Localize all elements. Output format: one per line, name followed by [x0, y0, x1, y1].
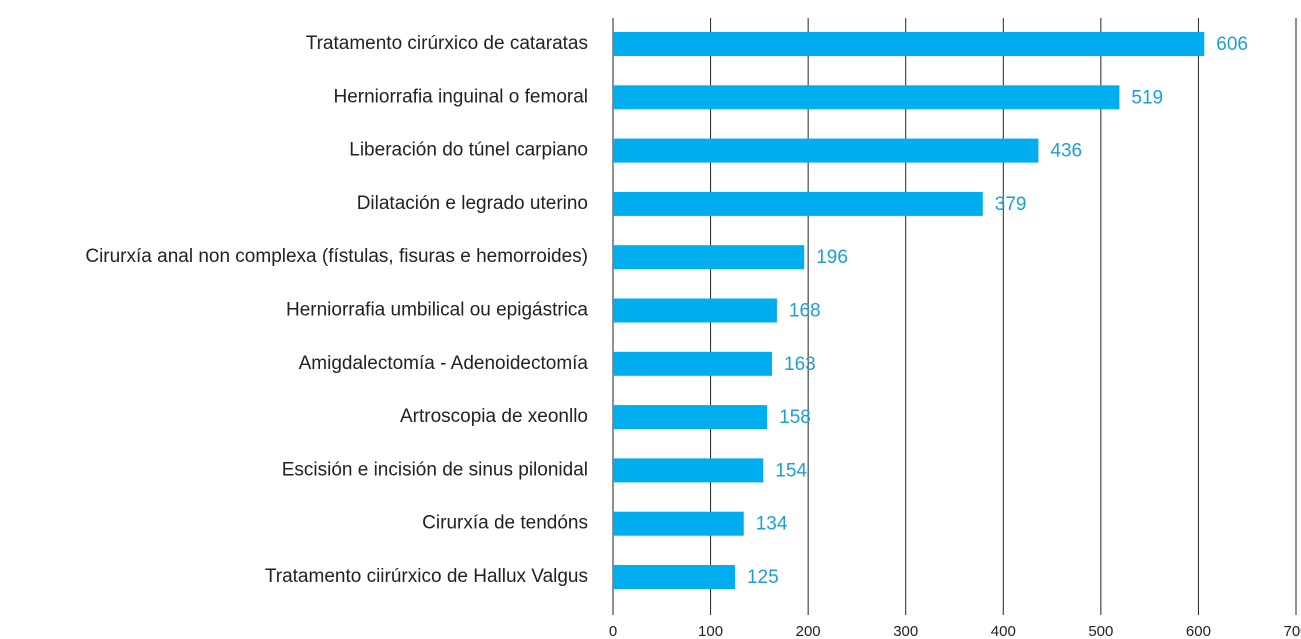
bar — [613, 85, 1120, 110]
y-tick-label: Artroscopia de xeonllo — [400, 406, 588, 427]
y-tick-label: Tratamento cirúrxico de cataratas — [306, 33, 588, 54]
value-label: 606 — [1216, 34, 1248, 55]
y-tick-label: Liberación do túnel carpiano — [349, 140, 588, 161]
x-tick-label: 500 — [1088, 623, 1113, 639]
y-tick-label: Escisión e incisión de sinus pilonidal — [282, 459, 588, 480]
value-label: 125 — [747, 567, 779, 588]
value-label: 519 — [1131, 87, 1163, 108]
y-tick-label: Amigdalectomía - Adenoidectomía — [299, 353, 589, 374]
bar — [613, 458, 764, 483]
value-label: 436 — [1050, 141, 1082, 162]
bar — [613, 138, 1039, 163]
value-label: 168 — [789, 301, 821, 322]
x-tick-label: 100 — [698, 623, 723, 639]
y-tick-label: Dilatación e legrado uterino — [357, 193, 588, 214]
y-tick-label: Tratamento ciirúrxico de Hallux Valgus — [265, 566, 588, 587]
value-label: 158 — [779, 407, 811, 428]
bar — [613, 565, 735, 589]
y-tick-label: Herniorrafia inguinal o femoral — [333, 86, 588, 107]
bar — [613, 191, 983, 216]
y-tick-label: Cirurxía de tendóns — [422, 513, 588, 534]
value-label: 163 — [784, 354, 816, 375]
x-tick-label: 200 — [796, 623, 821, 639]
bar — [613, 511, 744, 536]
bar — [613, 298, 777, 323]
y-tick-label: Cirurxía anal non complexa (fístulas, fi… — [85, 246, 588, 267]
value-label: 196 — [816, 247, 848, 268]
x-tick-label: 0 — [609, 623, 617, 639]
x-tick-label: 600 — [1186, 623, 1211, 639]
bar — [613, 351, 773, 376]
x-tick-label: 300 — [893, 623, 918, 639]
bar — [613, 32, 1205, 56]
x-tick-label: 700 — [1283, 623, 1301, 639]
x-tick-label: 400 — [991, 623, 1016, 639]
bar — [613, 405, 768, 430]
value-label: 134 — [756, 514, 788, 535]
value-label: 379 — [995, 194, 1027, 215]
y-tick-label: Herniorrafia umbilical ou epigástrica — [286, 300, 588, 321]
bar — [613, 245, 805, 270]
value-label: 154 — [775, 460, 807, 481]
